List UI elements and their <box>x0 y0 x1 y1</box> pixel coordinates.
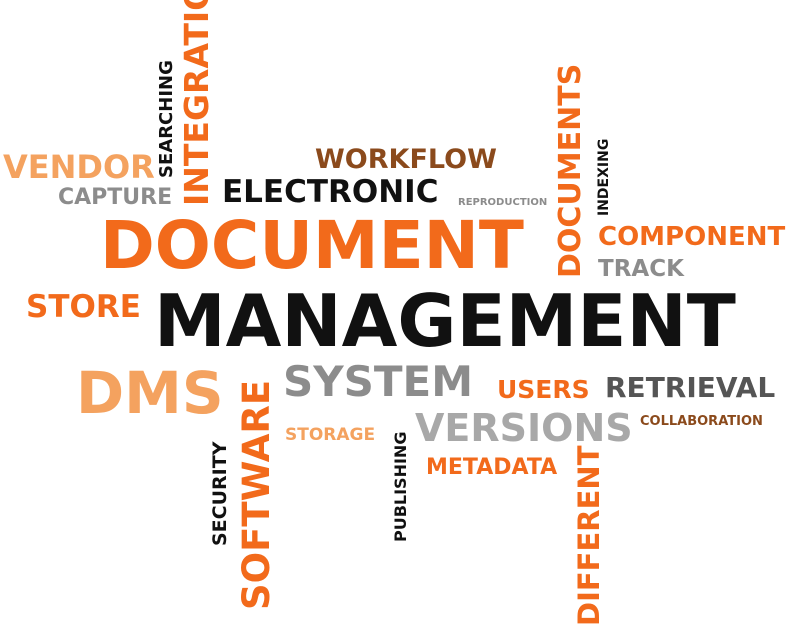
word-vendor: VENDOR <box>3 148 155 186</box>
word-dms: DMS <box>76 359 224 427</box>
word-collaboration: COLLABORATION <box>640 414 763 429</box>
word-component: COMPONENT <box>598 222 786 252</box>
word-publishing: PUBLISHING <box>391 431 410 542</box>
word-searching: SEARCHING <box>156 60 177 178</box>
word-different: DIFFERENT <box>572 445 606 627</box>
word-versions: VERSIONS <box>415 406 633 450</box>
word-integration: INTEGRATION <box>177 0 216 206</box>
word-reproduction: REPRODUCTION <box>458 197 548 208</box>
word-documents: DOCUMENTS <box>553 63 588 278</box>
word-electronic: ELECTRONIC <box>222 174 439 210</box>
word-workflow: WORKFLOW <box>315 144 497 175</box>
word-storage: STORAGE <box>285 425 376 445</box>
word-retrieval: RETRIEVAL <box>605 371 776 404</box>
word-store: STORE <box>26 289 141 325</box>
word-management: MANAGEMENT <box>154 279 736 363</box>
word-users: USERS <box>497 375 590 404</box>
word-indexing: INDEXING <box>596 138 612 216</box>
word-track: TRACK <box>598 256 684 282</box>
word-capture: CAPTURE <box>58 185 173 210</box>
word-security: SECURITY <box>209 441 231 546</box>
word-software: SOFTWARE <box>235 379 278 610</box>
word-metadata: METADATA <box>426 455 558 480</box>
word-system: SYSTEM <box>283 357 474 406</box>
word-document: DOCUMENT <box>100 207 524 284</box>
